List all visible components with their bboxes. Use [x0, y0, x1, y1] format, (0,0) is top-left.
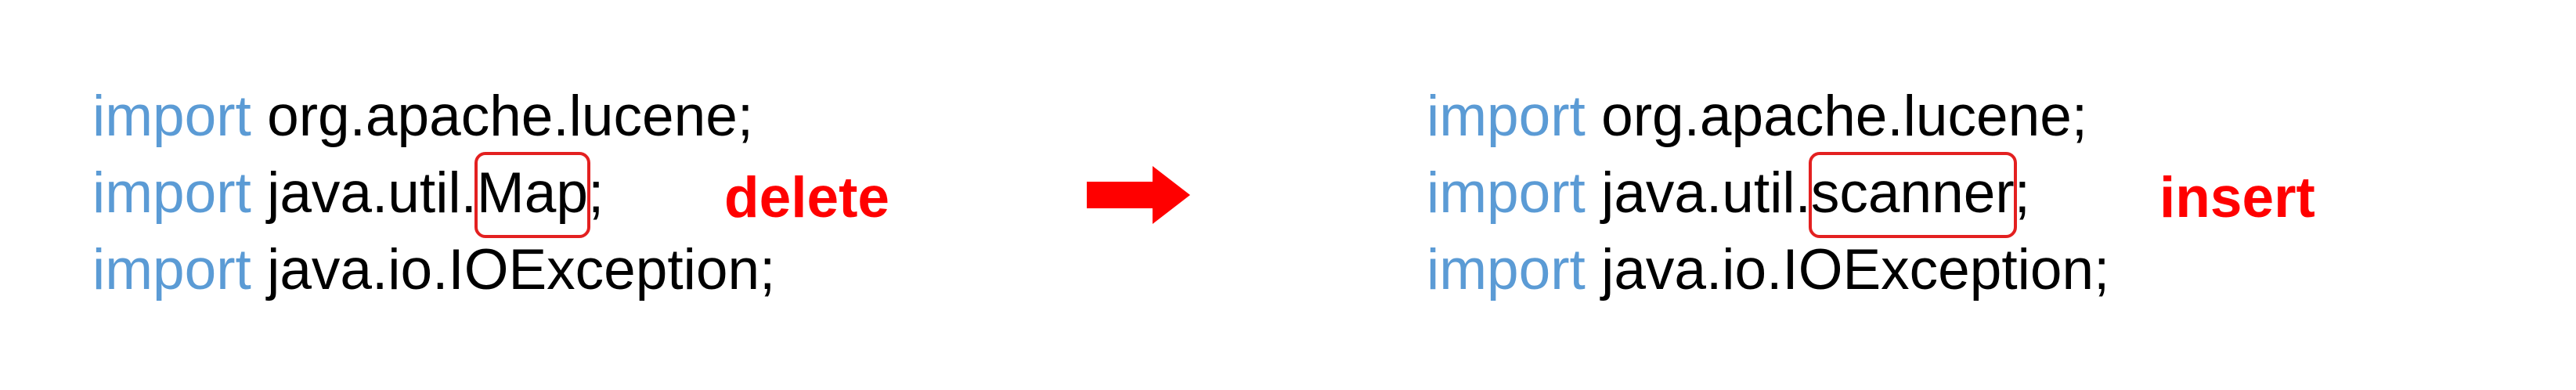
import-keyword: import: [1427, 161, 1586, 225]
after-line-3: import java.io.IOException;: [1427, 232, 2109, 309]
delete-operation-label: delete: [724, 166, 889, 229]
import-path: org.apache.lucene;: [1585, 85, 2088, 148]
import-path: java.io.IOException;: [1585, 238, 2110, 302]
import-keyword: import: [92, 161, 251, 225]
import-keyword: import: [92, 238, 251, 302]
import-semicolon: ;: [587, 161, 604, 225]
import-path-prefix: java.util.: [1585, 161, 1811, 225]
import-path: org.apache.lucene;: [251, 85, 754, 148]
inserted-token-box: scanner: [1808, 152, 2017, 238]
import-keyword: import: [1427, 238, 1586, 302]
import-path: java.io.IOException;: [251, 238, 776, 302]
before-line-3: import java.io.IOException;: [92, 232, 775, 309]
before-line-1: import org.apache.lucene;: [92, 78, 775, 155]
deleted-token-box: Map: [474, 152, 590, 238]
before-code-panel: import org.apache.lucene; import java.ut…: [92, 78, 775, 309]
before-line-2: import java.util.Map;: [92, 152, 775, 238]
import-keyword: import: [1427, 85, 1586, 148]
import-path-prefix: java.util.: [251, 161, 477, 225]
after-code-panel: import org.apache.lucene; import java.ut…: [1427, 78, 2109, 309]
after-line-2: import java.util.scanner;: [1427, 152, 2109, 238]
import-keyword: import: [92, 85, 251, 148]
right-arrow-icon: [1087, 166, 1190, 224]
after-line-1: import org.apache.lucene;: [1427, 78, 2109, 155]
import-semicolon: ;: [2014, 161, 2030, 225]
insert-operation-label: insert: [2159, 166, 2315, 229]
